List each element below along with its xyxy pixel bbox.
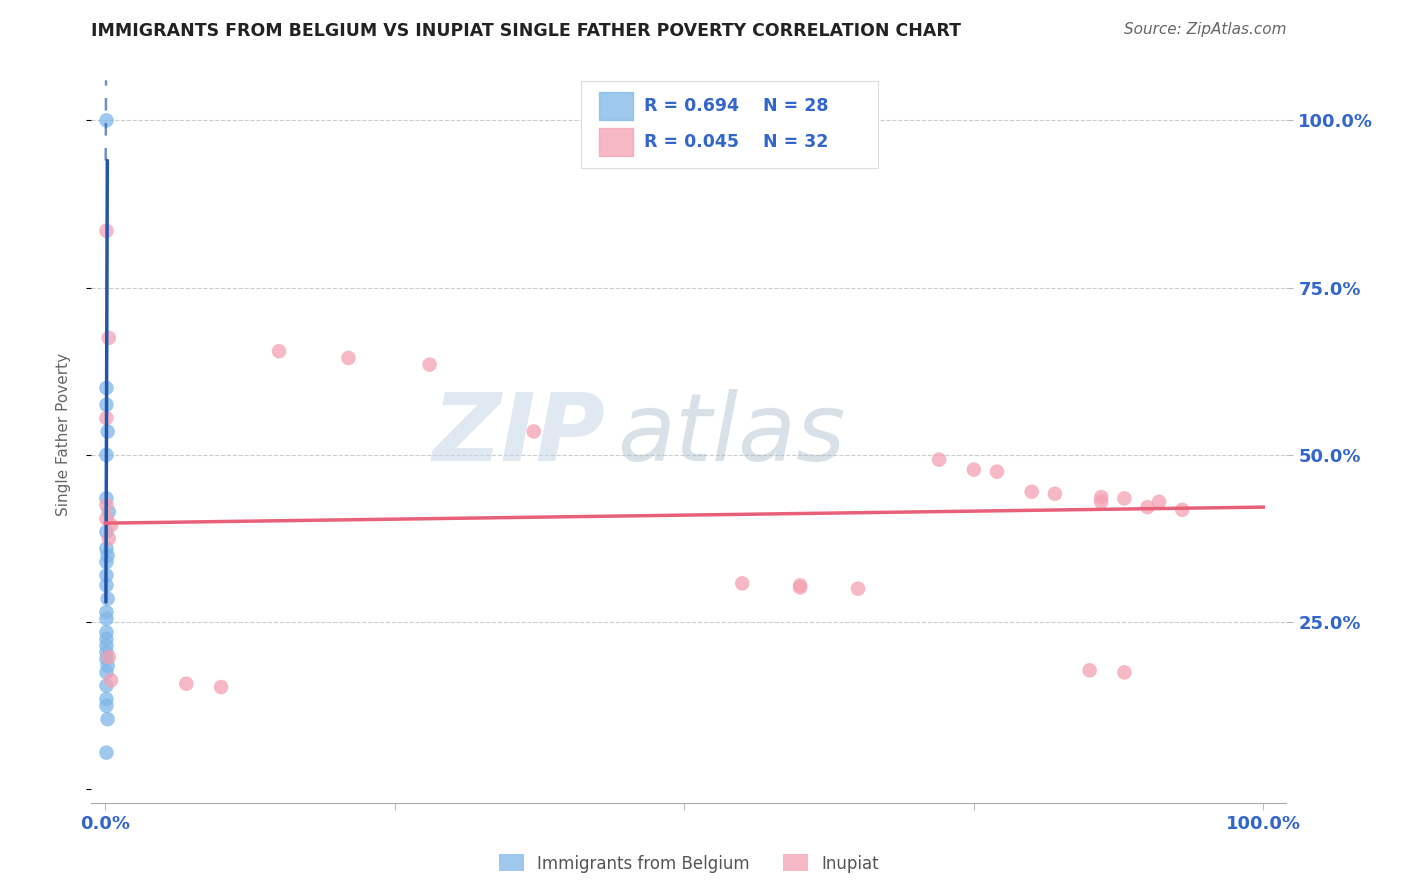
Point xyxy=(96,665,118,680)
Legend: Immigrants from Belgium, Inupiat: Immigrants from Belgium, Inupiat xyxy=(492,847,886,880)
Point xyxy=(1114,491,1136,506)
Point xyxy=(96,692,118,706)
Point xyxy=(96,398,118,412)
Point xyxy=(96,541,118,556)
Point xyxy=(96,491,118,506)
Point xyxy=(963,462,986,476)
Point xyxy=(96,578,118,592)
Point xyxy=(97,658,120,673)
Point xyxy=(97,591,120,606)
Point xyxy=(986,465,1008,479)
Point xyxy=(97,505,120,519)
Point xyxy=(1043,487,1066,501)
Text: ZIP: ZIP xyxy=(433,389,605,481)
Point xyxy=(96,746,118,760)
Text: Source: ZipAtlas.com: Source: ZipAtlas.com xyxy=(1123,22,1286,37)
Point xyxy=(928,452,950,467)
Text: IMMIGRANTS FROM BELGIUM VS INUPIAT SINGLE FATHER POVERTY CORRELATION CHART: IMMIGRANTS FROM BELGIUM VS INUPIAT SINGL… xyxy=(91,22,962,40)
Point xyxy=(96,224,118,238)
Point xyxy=(96,498,118,512)
Point xyxy=(96,568,118,582)
Text: atlas: atlas xyxy=(617,389,845,481)
Text: R = 0.694    N = 28: R = 0.694 N = 28 xyxy=(644,97,828,115)
Point xyxy=(96,612,118,626)
Point xyxy=(97,425,120,439)
Point xyxy=(1147,494,1170,508)
Point xyxy=(96,698,118,713)
Point xyxy=(419,358,441,372)
Point xyxy=(731,576,754,591)
Bar xyxy=(599,128,633,156)
Point xyxy=(209,680,232,694)
Point xyxy=(96,511,118,525)
Point xyxy=(176,676,198,690)
Text: R = 0.045    N = 32: R = 0.045 N = 32 xyxy=(644,133,828,151)
Point xyxy=(97,331,120,345)
Point xyxy=(96,448,118,462)
Point xyxy=(267,344,290,359)
Point xyxy=(96,639,118,653)
Point xyxy=(846,582,869,596)
Point xyxy=(1114,665,1136,680)
Point xyxy=(1136,500,1159,514)
Point xyxy=(1090,494,1112,508)
Point xyxy=(96,113,118,128)
Point xyxy=(96,524,118,539)
Point xyxy=(100,518,122,533)
Point xyxy=(97,649,120,664)
Point xyxy=(100,673,122,688)
Point xyxy=(97,532,120,546)
Bar xyxy=(599,93,633,120)
Point xyxy=(789,581,811,595)
Point xyxy=(96,411,118,425)
Point xyxy=(96,645,118,659)
Point xyxy=(1171,502,1194,516)
Point xyxy=(97,712,120,726)
Point xyxy=(96,632,118,646)
Point xyxy=(96,652,118,666)
Point xyxy=(96,605,118,619)
Point xyxy=(523,425,546,439)
FancyBboxPatch shape xyxy=(582,81,877,168)
Point xyxy=(1078,664,1101,678)
Point xyxy=(1090,490,1112,504)
Y-axis label: Single Father Poverty: Single Father Poverty xyxy=(56,353,70,516)
Point xyxy=(96,679,118,693)
Point xyxy=(337,351,360,365)
Point xyxy=(789,578,811,592)
Point xyxy=(97,548,120,563)
Point xyxy=(1021,484,1043,499)
Point xyxy=(96,625,118,640)
Point xyxy=(96,555,118,569)
Point xyxy=(96,381,118,395)
